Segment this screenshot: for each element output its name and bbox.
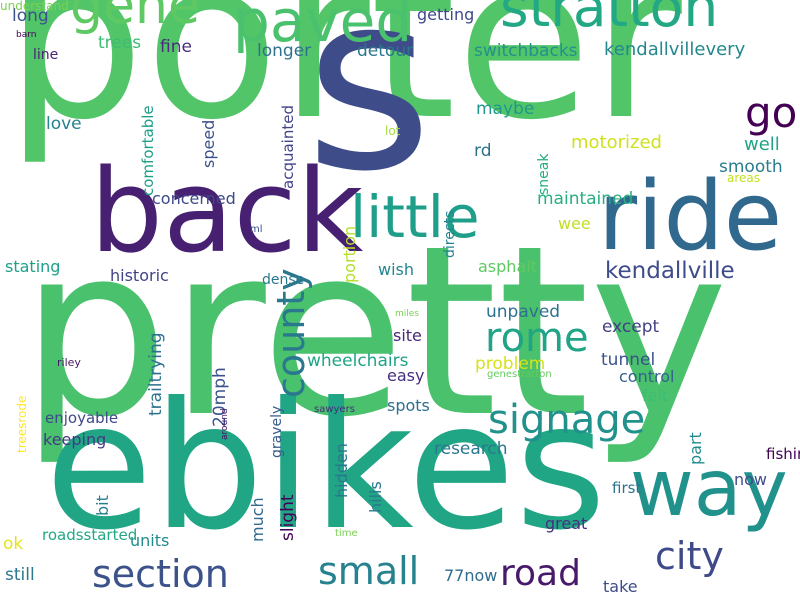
word-back: back (90, 145, 364, 279)
word-understand: understand (0, 0, 69, 13)
word-kendallville: kendallville (605, 258, 735, 284)
word-lot: lot (385, 124, 401, 138)
word-fine: fine (160, 37, 192, 57)
word-concerned: concerned (152, 189, 236, 208)
word-road: road (500, 553, 581, 594)
word-way: way (630, 444, 788, 534)
word-small: small (318, 549, 420, 593)
word-tunnel: tunnel (601, 350, 656, 370)
word-getting: getting (417, 5, 475, 24)
word-smooth: smooth (719, 157, 783, 177)
word-rd: rd (474, 141, 492, 161)
word-pretty: pretty (20, 196, 729, 469)
word-wheelchairs: wheelchairs (307, 351, 409, 371)
word-take: take (603, 577, 638, 596)
word-love: love (46, 114, 82, 134)
word-part: part (686, 432, 705, 465)
word-city: city (655, 534, 724, 578)
word-hills: hills (366, 481, 385, 513)
word-control: control (619, 367, 675, 386)
word-rome: rome (485, 315, 589, 361)
word-ride: ride (598, 162, 783, 272)
word-ml: ml (250, 224, 263, 235)
word-speed: speed (199, 119, 218, 168)
word-signage: signage (488, 397, 646, 443)
word-except: except (602, 317, 660, 337)
word-historic: historic (110, 266, 169, 285)
word-kendallvillevery: kendallvillevery (604, 39, 746, 60)
word-gene: gene (70, 0, 200, 36)
word-wee: wee (558, 214, 591, 233)
word-much: much (248, 497, 267, 542)
word-paved: paved (233, 0, 413, 55)
word-gravely: gravely (269, 405, 285, 458)
word-switchbacks: switchbacks (474, 41, 578, 61)
word-time: time (335, 528, 358, 539)
word-slight: slight (278, 494, 298, 541)
word-detour: detour (357, 41, 414, 61)
word-asphalt: asphalt (478, 257, 537, 276)
word-research: research (434, 439, 508, 459)
word-keeping: keeping (43, 430, 107, 449)
word-first: first (612, 479, 642, 497)
word-directs: directs (442, 210, 458, 258)
word-now: now (734, 470, 768, 489)
word-ok: ok (3, 534, 24, 554)
word-go: go (745, 88, 798, 137)
word-spots: spots (387, 396, 430, 415)
word-still: still (5, 565, 35, 585)
word-around: around (220, 408, 230, 440)
word-maybe: maybe (476, 99, 535, 119)
word-ebikes: ebikes (45, 366, 607, 569)
word-stating: stating (5, 257, 61, 276)
word-longer: longer (257, 41, 312, 61)
word-unpaved: unpaved (486, 302, 561, 322)
word-hidden: hidden (332, 443, 351, 498)
word-easy: easy (387, 366, 425, 385)
word-treesrode: treesrode (15, 395, 29, 453)
word-dense: dense (262, 272, 305, 288)
word-maintained: maintained (537, 189, 634, 209)
word-bit: bit (93, 495, 112, 516)
word-barn: barn (16, 30, 37, 40)
word-areas: areas (727, 171, 761, 185)
word-felt: felt (642, 386, 669, 405)
word-stratton: stratton (500, 0, 719, 39)
word-motorized: motorized (571, 132, 662, 153)
word-units: units (130, 531, 170, 550)
word-trailtrying: trailtrying (146, 332, 166, 416)
word-s: s (305, 0, 433, 225)
word-miles: miles (395, 309, 419, 319)
word-77now: 77now (444, 566, 498, 585)
word-trees: trees (98, 33, 142, 53)
word-portion: portion (340, 225, 359, 283)
word-enjoyable: enjoyable (45, 409, 119, 427)
word-riley: riley (57, 356, 81, 369)
word-section: section (92, 552, 229, 596)
word-comfortable: comfortable (139, 105, 157, 196)
word-line: line (33, 47, 59, 63)
word-wish: wish (378, 260, 415, 279)
word-porter: porter (5, 0, 682, 168)
word-problem: problem (475, 354, 546, 374)
word-genestratton: genestratton (487, 369, 552, 380)
word-site: site (393, 326, 422, 345)
word-sawyers: sawyers (314, 404, 355, 415)
word-roadsstarted: roadsstarted (42, 526, 138, 544)
word-acquainted: acquainted (279, 105, 297, 189)
word-well: well (744, 134, 780, 155)
word-long: long (12, 6, 49, 26)
word-little: little (350, 183, 480, 251)
word-great: great (545, 514, 588, 533)
word-fishing: fishing (766, 445, 800, 463)
